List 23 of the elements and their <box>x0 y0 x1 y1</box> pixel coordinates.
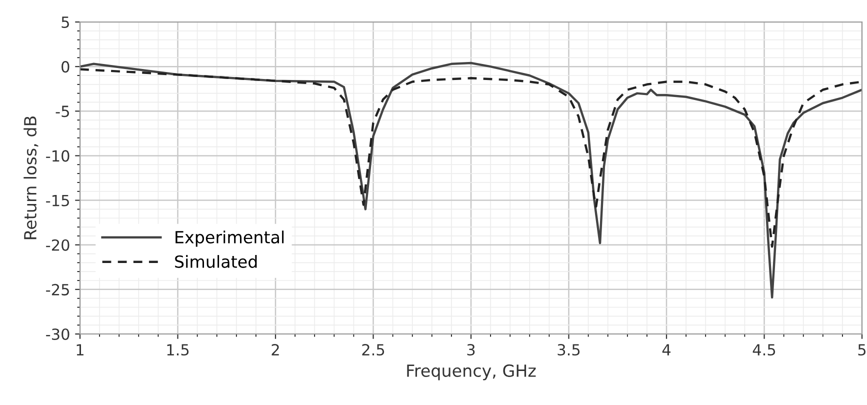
y-axis-title: Return loss, dB <box>24 116 38 240</box>
y-tick-label: 5 <box>62 16 69 28</box>
x-tick-label: 2 <box>272 344 279 356</box>
legend-label: Simulated <box>175 255 257 268</box>
legend-label: Experimental <box>176 230 284 247</box>
x-tick-label: 1.5 <box>167 344 189 356</box>
line-series <box>80 62 862 299</box>
y-tick-label: -25 <box>46 284 69 296</box>
x-tick-label: 3.5 <box>558 344 580 356</box>
x-tick-label: 1 <box>76 344 84 356</box>
x-tick-label: 5 <box>858 344 866 356</box>
x-tick-label: 2.5 <box>362 344 384 356</box>
x-tick-label: 4.5 <box>752 344 776 356</box>
y-tick-label: 0 <box>62 61 70 73</box>
x-axis-title: Frequency, GHz <box>407 364 536 380</box>
y-tick-label: -10 <box>46 150 70 162</box>
y-tick-label: -30 <box>46 328 70 340</box>
line-series <box>80 68 862 248</box>
x-tick-label: 3 <box>467 344 475 356</box>
y-tick-label: -15 <box>46 194 69 206</box>
x-tick-label: 4 <box>662 344 671 356</box>
y-tick-label: -5 <box>56 106 69 118</box>
y-tick-label: -20 <box>46 239 70 251</box>
